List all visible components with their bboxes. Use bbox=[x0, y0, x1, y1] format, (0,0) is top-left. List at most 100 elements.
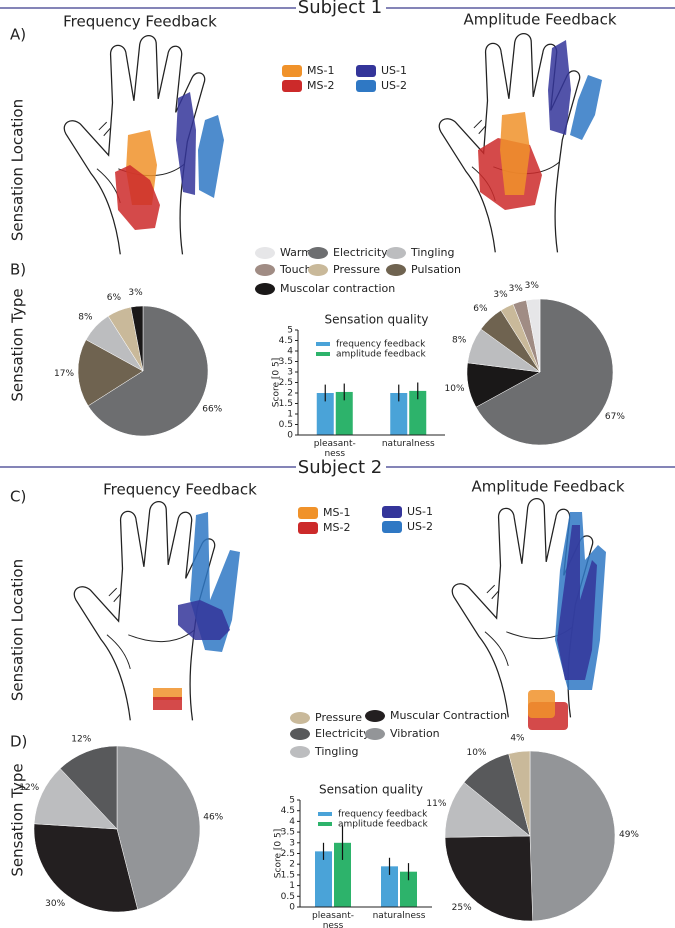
y-tick-label: 1.5 bbox=[279, 399, 293, 409]
pie-label: 6% bbox=[473, 304, 488, 314]
pie-label: 12% bbox=[19, 783, 39, 793]
y-tick-label: 2.5 bbox=[281, 849, 295, 859]
bar bbox=[335, 391, 353, 435]
legend-label: MS-1 bbox=[323, 506, 350, 519]
x-tick-label-line: pleasant- bbox=[314, 439, 356, 449]
y-tick-label: 4.5 bbox=[279, 336, 293, 346]
pie-label: 25% bbox=[452, 903, 472, 913]
y-tick-label: 5 bbox=[289, 796, 295, 806]
panel-label: B) bbox=[10, 261, 26, 279]
legend-swatch bbox=[290, 712, 310, 724]
panel-label: A) bbox=[10, 26, 26, 44]
y-tick-label: 0.5 bbox=[281, 892, 295, 902]
pie-label: 17% bbox=[54, 369, 74, 379]
hand-title: Amplitude Feedback bbox=[463, 11, 616, 29]
legend-swatch bbox=[298, 507, 318, 519]
pie-slice bbox=[77, 339, 144, 407]
y-tick-label: 4.5 bbox=[281, 806, 295, 816]
legend-label: Tingling bbox=[314, 745, 358, 758]
pie-slice bbox=[130, 305, 144, 372]
pie-label: 3% bbox=[525, 281, 540, 291]
legend-label: MS-1 bbox=[307, 64, 334, 77]
x-tick-label: pleasant-ness bbox=[314, 439, 356, 459]
legend-swatch bbox=[386, 247, 406, 259]
legend-label: Muscolar contraction bbox=[280, 282, 395, 295]
x-tick-label: naturalness bbox=[382, 439, 435, 449]
y-axis-label: Score [0 5] bbox=[274, 829, 284, 878]
y-tick-label: 2.5 bbox=[279, 378, 293, 388]
legend-label: Pulsation bbox=[411, 263, 461, 276]
pie-slice bbox=[116, 745, 201, 910]
y-axis-label: Score [0 5] bbox=[272, 358, 282, 407]
bar bbox=[334, 842, 351, 907]
legend-label: frequency feedback bbox=[336, 340, 426, 350]
legend-swatch bbox=[290, 746, 310, 758]
pie-label: 10% bbox=[445, 384, 465, 394]
legend-swatch bbox=[365, 728, 385, 740]
legend-swatch bbox=[255, 247, 275, 259]
legend-label: Pressure bbox=[333, 263, 380, 276]
us1-area bbox=[178, 600, 230, 640]
legend-label: US-1 bbox=[381, 64, 407, 77]
legend-label: Touch bbox=[279, 263, 312, 276]
legend-label: amplitude feedback bbox=[336, 350, 426, 360]
legend-label: Electricity bbox=[333, 246, 388, 259]
pie-label: 8% bbox=[452, 335, 467, 345]
pie-label: 4% bbox=[510, 733, 525, 743]
hand-title: Frequency Feedback bbox=[103, 481, 257, 499]
pie-label: 30% bbox=[45, 899, 65, 909]
us1-area bbox=[176, 92, 196, 195]
legend-label: MS-2 bbox=[323, 521, 350, 534]
row-label: Sensation Type bbox=[9, 763, 27, 876]
row-label: Sensation Location bbox=[9, 99, 27, 241]
chart-title: Sensation quality bbox=[324, 313, 428, 327]
legend-swatch bbox=[382, 506, 402, 518]
pie-label: 6% bbox=[107, 293, 122, 303]
hand-title: Amplitude Feedback bbox=[471, 478, 624, 496]
legend-label: frequency feedback bbox=[338, 810, 428, 820]
y-tick-label: 2 bbox=[289, 860, 295, 870]
pie-label: 3% bbox=[509, 284, 524, 294]
subject-title: Subject 1 bbox=[298, 0, 382, 18]
hand-title: Frequency Feedback bbox=[63, 13, 217, 31]
y-tick-label: 1.5 bbox=[281, 870, 295, 880]
pie-label: 67% bbox=[605, 412, 625, 422]
legend-label: amplitude feedback bbox=[338, 820, 428, 830]
legend-swatch bbox=[255, 264, 275, 276]
legend-label: Pressure bbox=[315, 711, 362, 724]
us1-area bbox=[557, 525, 597, 680]
pie-slice bbox=[529, 750, 616, 922]
ms1-area bbox=[500, 112, 530, 195]
legend-swatch bbox=[356, 80, 376, 92]
legend-swatch bbox=[282, 80, 302, 92]
y-tick-label: 3 bbox=[287, 368, 293, 378]
bar bbox=[381, 866, 398, 907]
legend-swatch bbox=[290, 728, 310, 740]
x-tick-label-line: naturalness bbox=[382, 439, 435, 449]
pie-slice bbox=[33, 823, 138, 913]
legend-label: Muscular Contraction bbox=[390, 709, 507, 722]
bar bbox=[316, 393, 334, 435]
y-tick-label: 2 bbox=[287, 389, 293, 399]
legend-swatch bbox=[255, 283, 275, 295]
chart-title: Sensation quality bbox=[319, 783, 423, 797]
pie-slice bbox=[508, 750, 531, 837]
pie-label: 8% bbox=[78, 312, 93, 322]
y-tick-label: 0.5 bbox=[279, 420, 293, 430]
x-tick-label-line: ness bbox=[324, 449, 345, 459]
legend-swatch bbox=[356, 65, 376, 77]
row-label: Sensation Location bbox=[9, 559, 27, 701]
subject-title: Subject 2 bbox=[298, 457, 382, 478]
legend-label: MS-2 bbox=[307, 79, 334, 92]
pie-label: 11% bbox=[426, 799, 446, 809]
pie-slice bbox=[475, 298, 614, 446]
x-tick-label-line: ness bbox=[323, 921, 344, 928]
legend-swatch bbox=[386, 264, 406, 276]
x-tick-label: pleasant-ness bbox=[312, 911, 354, 928]
legend-label: Vibration bbox=[390, 727, 440, 740]
legend-swatch bbox=[282, 65, 302, 77]
y-tick-label: 5 bbox=[287, 326, 293, 336]
pie-label: 3% bbox=[128, 288, 143, 298]
pie-slice bbox=[59, 745, 118, 830]
